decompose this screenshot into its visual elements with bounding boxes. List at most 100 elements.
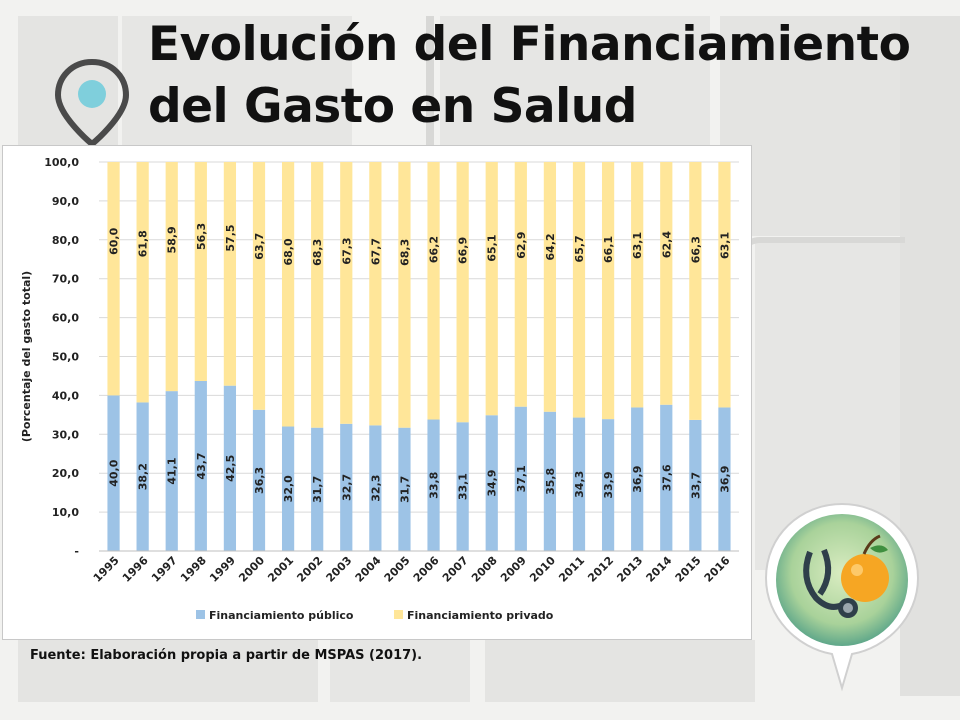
data-label-publico: 34,3	[573, 471, 586, 498]
bar-privado	[631, 162, 644, 408]
data-label-publico: 38,2	[137, 463, 150, 490]
bar-publico	[689, 419, 702, 551]
bar-publico	[485, 415, 498, 551]
data-label-publico: 33,7	[689, 472, 702, 499]
x-tick-label: 2014	[644, 554, 675, 585]
bar-publico	[369, 425, 382, 551]
x-tick-label: 1996	[120, 554, 151, 585]
x-tick-label: 2009	[498, 554, 529, 585]
data-label-publico: 36,3	[253, 467, 266, 494]
bar-publico	[543, 411, 557, 551]
data-label-privado: 68,3	[398, 239, 411, 266]
bar-publico	[572, 417, 586, 551]
bar-privado	[427, 162, 440, 420]
bar-privado	[340, 162, 353, 424]
bar-privado	[369, 162, 382, 426]
y-tick-label: 60,0	[52, 312, 79, 325]
data-label-publico: 33,9	[602, 471, 615, 498]
data-label-publico: 43,7	[195, 452, 208, 479]
data-label-privado: 64,2	[544, 233, 557, 260]
x-tick-label: 2001	[265, 554, 296, 585]
bar-privado	[514, 162, 527, 407]
bar-privado	[136, 162, 149, 403]
bar-publico	[456, 422, 469, 551]
y-tick-label: 80,0	[52, 234, 79, 247]
bar-publico	[427, 419, 440, 551]
y-axis-label: (Porcentaje del gasto total)	[20, 271, 33, 442]
data-label-publico: 37,6	[660, 464, 673, 491]
data-label-privado: 67,3	[340, 237, 353, 264]
x-tick-label: 1995	[91, 554, 122, 585]
data-label-privado: 60,0	[108, 227, 121, 254]
bar-publico	[601, 419, 615, 551]
x-tick-label: 2007	[440, 554, 471, 585]
data-label-privado: 66,1	[602, 236, 615, 263]
data-label-privado: 57,5	[224, 224, 237, 251]
data-label-publico: 33,8	[428, 472, 441, 499]
bar-privado	[718, 162, 731, 408]
x-tick-label: 2016	[702, 554, 733, 585]
data-label-publico: 41,1	[166, 457, 179, 484]
stacked-bar-chart: - 10,0 20,0 30,0 40,0 50,0 60,0 70,0 80,0 90,0 100…	[20, 156, 739, 622]
legend-swatch-privado	[394, 610, 403, 619]
data-label-publico: 34,9	[486, 470, 499, 497]
bar-privado	[252, 162, 266, 410]
title-line-1: Evolución del Financiamiento	[148, 17, 911, 72]
bar-privado	[485, 162, 498, 416]
x-tick-label: 2011	[556, 554, 587, 585]
data-label-publico: 35,8	[544, 468, 557, 495]
x-tick-label: 2004	[353, 554, 384, 585]
data-label-publico: 31,7	[311, 476, 324, 503]
data-label-privado: 63,1	[718, 232, 731, 259]
bar-privado	[572, 162, 586, 418]
y-tick-label: 90,0	[52, 195, 79, 208]
data-label-publico: 36,9	[718, 466, 731, 493]
bar-publico	[514, 406, 527, 551]
x-tick-label: 2015	[673, 554, 704, 585]
title-line-2: del Gasto en Salud	[148, 79, 637, 134]
y-tick-label: 10,0	[52, 506, 79, 519]
y-tick-label: 20,0	[52, 467, 79, 480]
y-tick-label: 70,0	[52, 273, 79, 286]
x-tick-label: 2008	[469, 554, 500, 585]
x-tick-label: 2006	[411, 554, 442, 585]
data-label-privado: 62,4	[660, 231, 673, 258]
data-label-publico: 32,7	[340, 474, 353, 501]
bar-publico	[660, 404, 673, 551]
bar-privado	[543, 162, 557, 412]
x-tick-label: 2000	[236, 554, 267, 585]
data-label-publico: 42,5	[224, 455, 237, 482]
x-tick-label: 2012	[585, 554, 616, 585]
bar-publico	[718, 407, 731, 551]
bar-publico	[398, 427, 411, 551]
bar-privado	[601, 162, 615, 420]
location-pin-icon	[54, 58, 130, 148]
bar-privado	[194, 162, 207, 382]
x-tick-label: 1997	[149, 554, 180, 585]
data-label-privado: 66,2	[428, 236, 441, 263]
x-tick-label: 2013	[614, 554, 645, 585]
x-tick-label: 2002	[294, 554, 325, 585]
data-label-publico: 37,1	[515, 465, 528, 492]
x-tick-label: 1999	[207, 554, 238, 585]
x-tick-label: 2003	[324, 554, 355, 585]
y-tick-label: 30,0	[52, 428, 79, 441]
data-label-privado: 63,7	[253, 233, 266, 260]
bar-publico	[194, 381, 207, 551]
x-tick-label: 2005	[382, 554, 413, 585]
legend-swatch-publico	[196, 610, 205, 619]
data-label-publico: 40,0	[108, 459, 121, 486]
bar-publico	[631, 407, 644, 551]
bar-privado	[165, 162, 178, 392]
x-tick-label: 1998	[178, 554, 209, 585]
y-tick-label: 50,0	[52, 351, 79, 364]
bar-privado	[456, 162, 469, 423]
data-label-privado: 68,0	[282, 238, 295, 265]
data-label-privado: 67,7	[369, 238, 382, 265]
data-label-privado: 61,8	[137, 230, 150, 257]
bar-privado	[660, 162, 673, 405]
data-label-privado: 65,1	[486, 235, 499, 262]
legend-label-privado: Financiamiento privado	[407, 609, 554, 622]
data-label-publico: 32,0	[282, 475, 295, 502]
bar-publico	[107, 395, 120, 551]
